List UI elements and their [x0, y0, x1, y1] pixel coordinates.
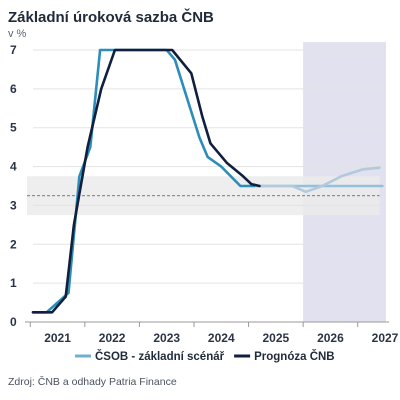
- chart-title: Základní úroková sazba ČNB: [8, 8, 214, 26]
- legend: ČSOB - základní scénář Prognóza ČNB: [75, 350, 335, 363]
- y-tick-label: 7: [10, 43, 17, 57]
- y-tick-label: 0: [10, 315, 17, 329]
- neutral-band: [27, 176, 380, 216]
- y-unit-label: v %: [8, 28, 27, 40]
- y-tick-label: 1: [10, 276, 17, 290]
- series-lines: [31, 48, 384, 314]
- series-line-1: [31, 48, 261, 314]
- x-tick-label: 2026: [317, 331, 344, 345]
- y-tick-label: 2: [10, 237, 17, 251]
- x-tick-label: 2021: [44, 331, 71, 345]
- x-tick-label: 2023: [153, 331, 180, 345]
- y-tick-label: 5: [10, 121, 17, 135]
- legend-label: Prognóza ČNB: [254, 350, 335, 363]
- axes: 0 1 2 3 4 5 6 7 2021 2022 2023 2024 2025 2026 2027: [10, 43, 399, 345]
- x-tick-label: 2024: [208, 331, 235, 345]
- y-tick-label: 6: [10, 82, 17, 96]
- y-tick-label: 4: [10, 160, 17, 174]
- grid: [33, 49, 385, 284]
- x-tick-label: 2025: [263, 331, 290, 345]
- source-note: Zdroj: ČNB a odhady Patria Finance: [8, 375, 177, 388]
- x-tick-label: 2027: [372, 331, 399, 345]
- series-line-2: [252, 166, 381, 194]
- x-tick-label: 2022: [99, 331, 126, 345]
- y-tick-label: 3: [10, 198, 17, 212]
- legend-label: ČSOB - základní scénář: [95, 350, 225, 363]
